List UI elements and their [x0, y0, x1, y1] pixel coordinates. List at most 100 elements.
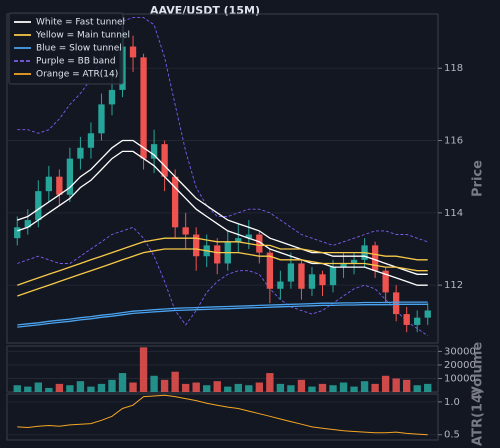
candle-body: [45, 176, 52, 192]
volume-bar: [45, 387, 53, 392]
line: [17, 226, 428, 337]
volume-bar: [413, 385, 421, 392]
panel: [6, 13, 439, 344]
volume-bar: [255, 382, 264, 392]
candle-body: [14, 227, 21, 239]
y-axis-label: Volume: [471, 342, 486, 397]
candle-body: [287, 263, 295, 282]
y-tick-label: 30000: [444, 346, 476, 357]
legend-label: Yellow = Main tunnel: [35, 31, 130, 41]
y-tick-label: 1.0: [444, 397, 460, 408]
candle-body: [161, 144, 168, 177]
y-tick-label: 116: [444, 136, 463, 147]
panel: [6, 393, 439, 441]
volume-bar: [181, 383, 190, 392]
volume-bar: [234, 383, 242, 392]
legend-box: [8, 12, 124, 85]
volume-bar: [97, 383, 106, 392]
candle-body: [424, 310, 431, 318]
volume-bar: [318, 383, 327, 392]
volume-bar: [55, 383, 64, 392]
volume-bar: [34, 382, 42, 392]
candle-body: [308, 274, 316, 289]
candle-body: [329, 267, 337, 286]
legend-label: White = Fast tunnel: [36, 18, 125, 28]
volume-bar: [24, 386, 32, 392]
candle-body: [245, 234, 252, 239]
candle-body: [214, 245, 221, 264]
line: [17, 150, 428, 286]
candle-body: [266, 252, 274, 289]
candle-body: [235, 238, 242, 242]
candle-body: [371, 245, 379, 271]
candle-body: [340, 263, 347, 268]
volume-bar: [360, 381, 369, 392]
volume-bar: [381, 375, 390, 392]
volume-bar: [192, 382, 200, 392]
volume-bar: [13, 385, 21, 392]
candle-body: [193, 234, 200, 257]
candle-body: [140, 57, 147, 159]
volume-bar: [392, 378, 400, 392]
y-tick-label: 10000: [444, 373, 476, 384]
candle-body: [150, 144, 158, 159]
line: [17, 394, 428, 436]
candle-body: [35, 191, 42, 221]
volume-bar: [308, 386, 316, 392]
chart-title: AAVE/USDT (15M): [150, 4, 260, 17]
volume-bar: [108, 379, 116, 392]
candle-body: [403, 314, 410, 325]
legend-label: Orange = ATR(14): [36, 70, 118, 80]
candle-body: [298, 263, 305, 289]
line: [17, 139, 428, 275]
y-axis-label: Price: [471, 160, 486, 197]
y-tick-label: 118: [444, 63, 463, 74]
candle-body: [393, 292, 400, 315]
volume-bar: [339, 382, 348, 392]
candle-body: [319, 274, 326, 286]
y-axis-label: ATR(14): [471, 388, 486, 446]
candle-body: [87, 133, 95, 148]
volume-bar: [297, 379, 306, 392]
line: [17, 17, 428, 246]
candle-body: [56, 176, 63, 195]
volume-bar: [245, 385, 253, 392]
volume-bar: [371, 383, 379, 392]
volume-bar: [203, 385, 211, 392]
volume-bar: [76, 381, 85, 392]
line: [17, 248, 428, 297]
candle-body: [108, 89, 116, 105]
panel: [6, 345, 439, 393]
y-tick-label: 20000: [444, 360, 476, 371]
candle-body: [277, 281, 284, 289]
candle-body: [98, 104, 105, 134]
candle-body: [77, 147, 84, 159]
line: [17, 237, 428, 286]
candle-body: [414, 317, 421, 325]
candle-body: [182, 227, 189, 235]
y-tick-label: 0.5: [444, 430, 460, 441]
legend-label: Purple = BB band: [36, 57, 116, 67]
volume-bar: [171, 371, 179, 392]
candle-body: [129, 46, 137, 58]
candle-body: [382, 270, 389, 293]
volume-bar: [224, 386, 232, 392]
volume-bar: [350, 386, 358, 392]
volume-bar: [213, 381, 221, 392]
candle-body: [24, 220, 31, 228]
legend-label: Blue = Slow tunnel: [36, 44, 122, 54]
y-tick-label: 112: [444, 280, 463, 291]
y-tick-label: 114: [444, 208, 463, 219]
volume-bar: [66, 385, 74, 392]
candle-body: [256, 234, 263, 253]
line: [17, 301, 428, 326]
volume-bar: [118, 373, 127, 392]
volume-bar: [150, 375, 158, 392]
volume-bar: [129, 382, 137, 392]
volume-bar: [87, 386, 95, 392]
candle-body: [66, 158, 74, 195]
volume-bar: [276, 383, 285, 392]
volume-bar: [403, 379, 411, 392]
volume-bar: [424, 383, 432, 392]
